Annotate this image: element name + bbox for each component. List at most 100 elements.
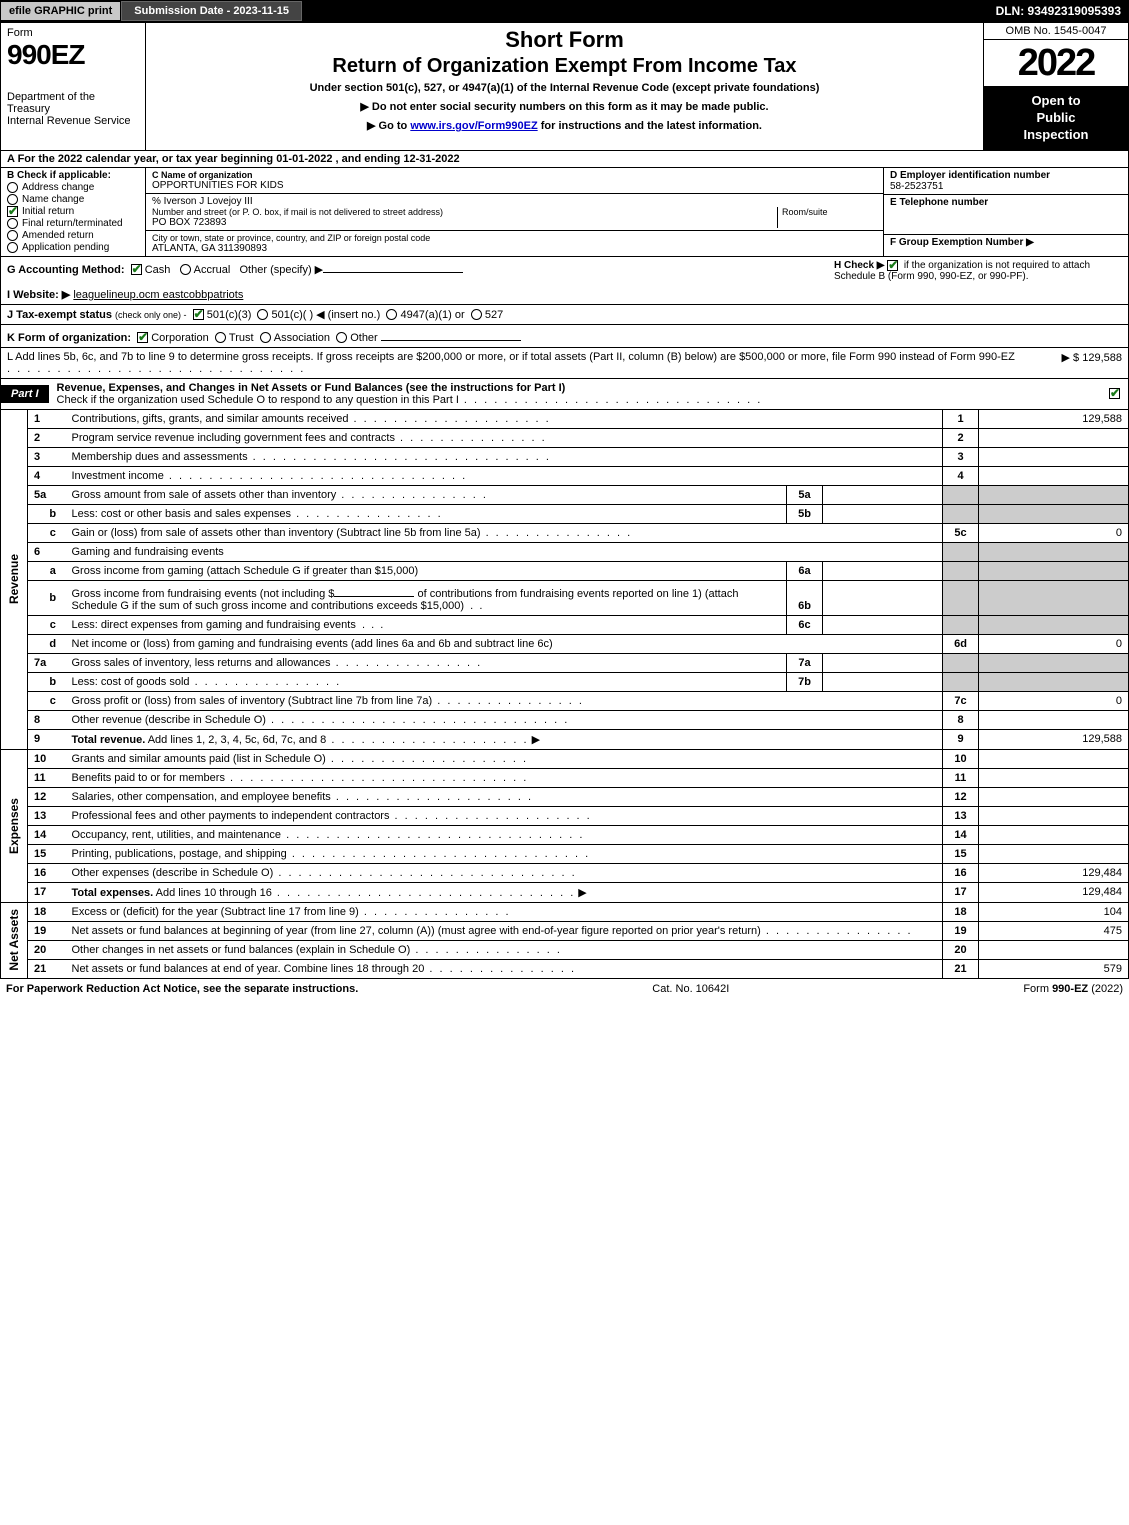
line-6d: d Net income or (loss) from gaming and f… xyxy=(1,634,1129,653)
check-schedule-o-part1[interactable] xyxy=(1109,388,1120,399)
row-l: L Add lines 5b, 6c, and 7b to line 9 to … xyxy=(0,348,1129,379)
form-word: Form xyxy=(7,27,139,39)
line9-value: 129,588 xyxy=(979,729,1129,749)
line1-value: 129,588 xyxy=(979,410,1129,429)
header-center: Short Form Return of Organization Exempt… xyxy=(146,23,983,150)
website-value: leaguelineup.ocm eastcobbpatriots xyxy=(73,289,243,301)
line18-value: 104 xyxy=(979,902,1129,921)
line-7b: b Less: cost of goods sold 7b xyxy=(1,672,1129,691)
part1-label: Part I xyxy=(1,385,49,403)
street-address: PO BOX 723893 xyxy=(152,217,777,228)
note-ssn: ▶ Do not enter social security numbers o… xyxy=(154,100,975,113)
line-16: 16 Other expenses (describe in Schedule … xyxy=(1,863,1129,882)
box-def: D Employer identification number 58-2523… xyxy=(883,168,1128,256)
line-17: 17 Total expenses. Add lines 10 through … xyxy=(1,882,1129,902)
line-7a: 7a Gross sales of inventory, less return… xyxy=(1,653,1129,672)
part1-table: Revenue 1 Contributions, gifts, grants, … xyxy=(0,410,1129,979)
city-state-zip: ATLANTA, GA 311390893 xyxy=(152,243,877,254)
header-right: OMB No. 1545-0047 2022 Open to Public In… xyxy=(983,23,1128,150)
line5c-value: 0 xyxy=(979,523,1129,542)
box-b: B Check if applicable: Address change Na… xyxy=(1,168,146,256)
check-application-pending[interactable]: Application pending xyxy=(7,242,139,253)
check-final-return[interactable]: Final return/terminated xyxy=(7,218,139,229)
line-5c: c Gain or (loss) from sale of assets oth… xyxy=(1,523,1129,542)
part1-title: Revenue, Expenses, and Changes in Net As… xyxy=(49,379,1109,409)
note-goto: ▶ Go to www.irs.gov/Form990EZ for instru… xyxy=(154,119,975,132)
submission-date-button[interactable]: Submission Date - 2023-11-15 xyxy=(121,1,302,21)
subtitle: Under section 501(c), 527, or 4947(a)(1)… xyxy=(154,82,975,94)
irs-link[interactable]: www.irs.gov/Form990EZ xyxy=(410,120,537,132)
title-return: Return of Organization Exempt From Incom… xyxy=(154,55,975,78)
row-h: H Check ▶ if the organization is not req… xyxy=(828,257,1128,304)
check-527[interactable] xyxy=(471,309,482,320)
efile-print-button[interactable]: efile GRAPHIC print xyxy=(0,1,121,21)
check-501c[interactable] xyxy=(257,309,268,320)
line-1: Revenue 1 Contributions, gifts, grants, … xyxy=(1,410,1129,429)
care-of: % Iverson J Lovejoy III xyxy=(152,196,877,207)
check-corporation[interactable] xyxy=(137,332,148,343)
line-2: 2 Program service revenue including gove… xyxy=(1,428,1129,447)
phone-label: E Telephone number xyxy=(890,197,988,208)
check-cash[interactable] xyxy=(131,264,142,275)
section-bcdef: B Check if applicable: Address change Na… xyxy=(0,168,1129,257)
dept-treasury: Department of the Treasury xyxy=(7,91,139,115)
line-21: 21 Net assets or fund balances at end of… xyxy=(1,959,1129,978)
box-c: C Name of organization OPPORTUNITIES FOR… xyxy=(146,168,883,256)
line21-value: 579 xyxy=(979,959,1129,978)
expenses-label: Expenses xyxy=(7,798,21,854)
line-15: 15 Printing, publications, postage, and … xyxy=(1,844,1129,863)
row-g: G Accounting Method: Cash Accrual Other … xyxy=(1,257,828,304)
dept-irs: Internal Revenue Service xyxy=(7,115,139,127)
line-12: 12 Salaries, other compensation, and emp… xyxy=(1,787,1129,806)
line19-value: 475 xyxy=(979,921,1129,940)
footer-paperwork: For Paperwork Reduction Act Notice, see … xyxy=(6,983,358,995)
revenue-label: Revenue xyxy=(7,554,21,604)
header-left: Form 990EZ Department of the Treasury In… xyxy=(1,23,146,150)
line16-value: 129,484 xyxy=(979,863,1129,882)
check-501c3[interactable] xyxy=(193,309,204,320)
check-other-org[interactable] xyxy=(336,332,347,343)
omb-number: OMB No. 1545-0047 xyxy=(984,23,1128,40)
line-5b: b Less: cost or other basis and sales ex… xyxy=(1,504,1129,523)
check-4947[interactable] xyxy=(386,309,397,320)
footer-formno: Form 990-EZ (2022) xyxy=(1023,983,1123,995)
check-amended[interactable]: Amended return xyxy=(7,230,139,241)
line-13: 13 Professional fees and other payments … xyxy=(1,806,1129,825)
check-initial-return[interactable]: Initial return xyxy=(7,206,139,217)
group-exemption-label: F Group Exemption Number ▶ xyxy=(890,237,1034,248)
check-address-change[interactable]: Address change xyxy=(7,182,139,193)
line-10: Expenses 10 Grants and similar amounts p… xyxy=(1,749,1129,768)
check-association[interactable] xyxy=(260,332,271,343)
line-3: 3 Membership dues and assessments 3 xyxy=(1,447,1129,466)
ein-value: 58-2523751 xyxy=(890,181,1122,192)
netassets-label: Net Assets xyxy=(7,909,21,971)
form-number: 990EZ xyxy=(7,39,139,71)
check-schedule-b[interactable] xyxy=(887,260,898,271)
dln-label: DLN: 93492319095393 xyxy=(996,4,1129,18)
line-19: 19 Net assets or fund balances at beginn… xyxy=(1,921,1129,940)
check-name-change[interactable]: Name change xyxy=(7,194,139,205)
line-14: 14 Occupancy, rent, utilities, and maint… xyxy=(1,825,1129,844)
line7c-value: 0 xyxy=(979,691,1129,710)
footer-catno: Cat. No. 10642I xyxy=(652,983,729,995)
part1-header: Part I Revenue, Expenses, and Changes in… xyxy=(0,379,1129,410)
title-short-form: Short Form xyxy=(154,27,975,53)
check-trust[interactable] xyxy=(215,332,226,343)
gross-receipts-value: 129,588 xyxy=(1082,352,1122,364)
tax-year: 2022 xyxy=(984,40,1128,87)
line-9: 9 Total revenue. Add lines 1, 2, 3, 4, 5… xyxy=(1,729,1129,749)
line-5a: 5a Gross amount from sale of assets othe… xyxy=(1,485,1129,504)
check-accrual[interactable] xyxy=(180,264,191,275)
line6d-value: 0 xyxy=(979,634,1129,653)
row-k: K Form of organization: Corporation Trus… xyxy=(0,325,1129,348)
line-6b: b Gross income from fundraising events (… xyxy=(1,580,1129,615)
row-gh: G Accounting Method: Cash Accrual Other … xyxy=(0,257,1129,305)
ein-label: D Employer identification number xyxy=(890,170,1050,181)
line-20: 20 Other changes in net assets or fund b… xyxy=(1,940,1129,959)
line-11: 11 Benefits paid to or for members 11 xyxy=(1,768,1129,787)
top-bar: efile GRAPHIC print Submission Date - 20… xyxy=(0,0,1129,22)
line-8: 8 Other revenue (describe in Schedule O)… xyxy=(1,710,1129,729)
room-suite-label: Room/suite xyxy=(782,207,877,217)
line-6a: a Gross income from gaming (attach Sched… xyxy=(1,561,1129,580)
open-inspection: Open to Public Inspection xyxy=(984,87,1128,150)
